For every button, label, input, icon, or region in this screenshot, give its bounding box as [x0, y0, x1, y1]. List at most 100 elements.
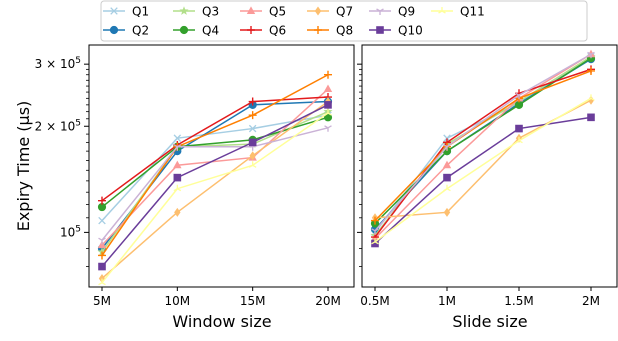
data-point	[97, 240, 107, 249]
series-q11	[98, 109, 332, 286]
legend-label: Q3	[202, 5, 219, 19]
data-point	[248, 138, 257, 147]
series-q11	[371, 94, 595, 245]
plot-panel-2: 0.5M 1M 1.5M 2M Slide size	[357, 44, 618, 331]
data-point	[173, 134, 182, 142]
legend-item-q8: Q8	[307, 24, 353, 38]
x-tick-label: 5M	[93, 294, 111, 308]
x-axis-label: Window size	[172, 312, 271, 331]
y-tick-label: 2 × 105	[35, 118, 81, 133]
x-tick-label: 0.5M	[360, 294, 389, 308]
data-point	[249, 151, 256, 161]
series-line	[101, 96, 329, 202]
legend-label: Q4	[202, 24, 219, 38]
data-point	[515, 124, 523, 133]
series-q4	[370, 54, 596, 228]
legend-item-q7: Q7	[307, 5, 353, 19]
x-axis-label: Slide size	[452, 312, 527, 331]
data-point	[324, 125, 332, 132]
legend-label: Q10	[398, 24, 423, 38]
data-point	[248, 161, 257, 168]
legend-marker	[179, 25, 189, 35]
legend-label: Q7	[336, 5, 353, 19]
data-point	[587, 51, 595, 59]
data-point	[173, 144, 182, 151]
legend-marker	[246, 6, 256, 14]
legend-label: Q11	[460, 5, 485, 19]
series-line	[374, 53, 592, 240]
y-tick-label: 105	[60, 224, 81, 239]
x-tick-label: 1M	[438, 294, 456, 308]
data-point	[98, 251, 106, 260]
legend-item-q5: Q5	[240, 5, 286, 19]
data-point	[587, 94, 595, 101]
series-line	[101, 100, 329, 280]
data-point	[587, 66, 595, 75]
series-q7	[371, 95, 595, 223]
data-point	[248, 97, 257, 106]
data-point	[98, 278, 106, 286]
data-point	[173, 173, 182, 182]
legend-box	[100, 0, 588, 42]
series-line	[101, 88, 329, 246]
series-q10	[98, 101, 332, 271]
data-point	[173, 160, 182, 169]
series-line	[374, 116, 592, 245]
series-q3	[370, 51, 596, 240]
y-axis-label: Expiry Time (μs)	[14, 101, 33, 232]
series-line	[101, 104, 329, 268]
data-point	[515, 92, 523, 100]
data-point	[98, 196, 106, 205]
series-q10	[371, 113, 595, 248]
legend-item-q6: Q6	[240, 24, 286, 38]
legend-item-q2: Q2	[103, 24, 149, 38]
data-point	[248, 124, 257, 133]
legend-marker	[179, 6, 189, 15]
data-point	[587, 95, 595, 105]
plot-frame	[88, 44, 355, 288]
series-q6	[98, 93, 332, 205]
legend-item-q1: Q1	[103, 5, 149, 19]
data-point	[324, 70, 332, 79]
legend-marker	[109, 25, 119, 35]
plot-frame	[361, 44, 618, 288]
legend-item-q3: Q3	[173, 5, 219, 19]
x-tick-label: 1.5M	[504, 294, 533, 308]
legend-marker	[314, 6, 322, 16]
legend-item-q9: Q9	[369, 5, 415, 19]
x-tick-label: 10M	[165, 294, 191, 308]
legend-marker	[438, 7, 446, 14]
legend-marker	[110, 7, 118, 15]
legend: Q1 Q2 Q3 Q4 Q5 Q6 Q7 Q8 Q9 Q10 Q11	[100, 0, 588, 42]
data-point	[98, 216, 106, 225]
x-tick-label: 2M	[582, 294, 600, 308]
x-tick-label: 20M	[315, 294, 341, 308]
legend-label: Q5	[269, 5, 286, 19]
data-point	[371, 239, 379, 248]
data-point	[173, 184, 182, 192]
legend-item-q11: Q11	[431, 5, 485, 19]
legend-label: Q6	[269, 24, 286, 38]
data-point	[443, 173, 451, 182]
series-line	[101, 112, 329, 284]
data-point	[443, 184, 451, 192]
legend-label: Q1	[132, 5, 149, 19]
data-point	[371, 228, 379, 235]
series-line	[101, 74, 329, 256]
series-q3	[97, 106, 333, 256]
series-q7	[98, 97, 332, 283]
data-point	[323, 84, 333, 93]
data-point	[442, 160, 452, 169]
series-line	[374, 58, 592, 230]
data-point	[371, 216, 379, 225]
legend-marker	[376, 26, 384, 34]
data-point	[174, 207, 181, 217]
data-point	[98, 262, 106, 271]
series-q8	[371, 66, 595, 225]
data-point	[443, 144, 451, 151]
legend-label: Q2	[132, 24, 149, 38]
series-line	[101, 114, 329, 222]
data-point	[324, 101, 332, 109]
